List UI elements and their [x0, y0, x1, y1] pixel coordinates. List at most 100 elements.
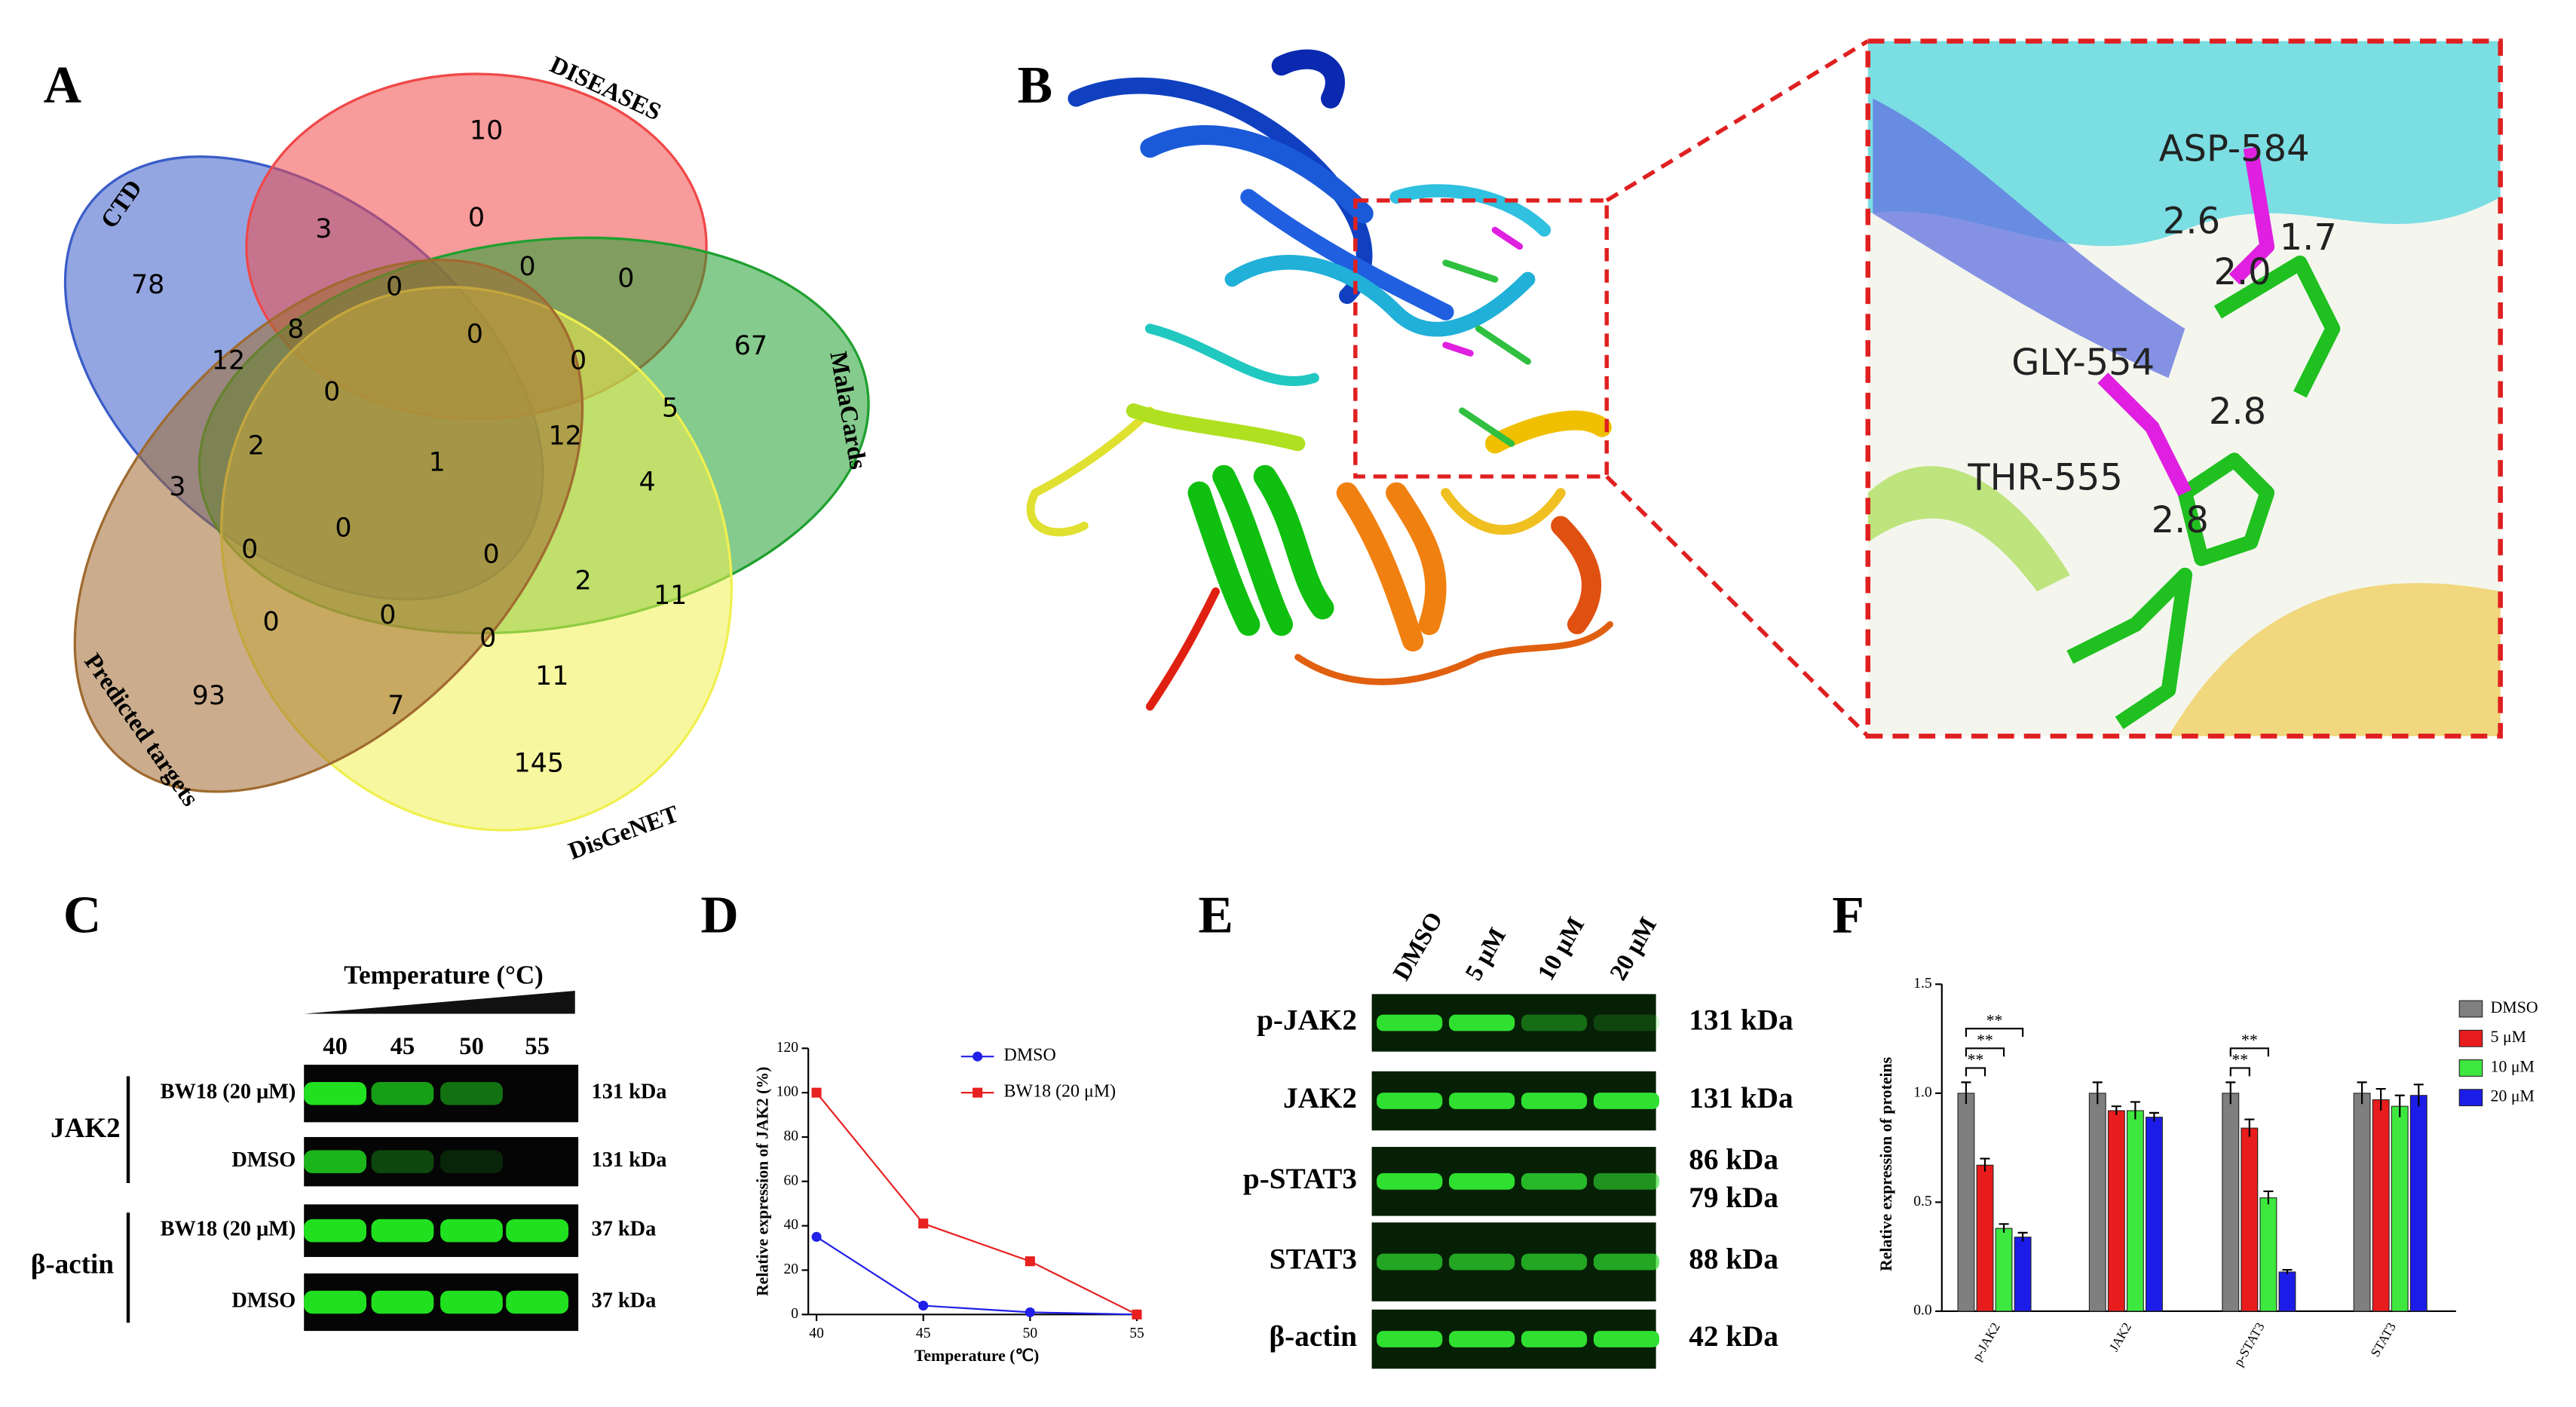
x-tick-label: 45	[916, 1326, 931, 1341]
row-label: p-JAK2	[1257, 1004, 1357, 1037]
size-label: 37 kDa	[592, 1289, 657, 1312]
bar	[2014, 1237, 2032, 1312]
blot-title: Temperature (°C)	[344, 961, 544, 990]
panel-label: E	[1198, 886, 1233, 944]
band	[440, 1081, 503, 1105]
venn-count: 1	[429, 448, 446, 478]
venn-count: 145	[514, 748, 565, 778]
venn-count: 7	[387, 691, 404, 721]
y-tick-label: 0.0	[1913, 1302, 1932, 1318]
error-bar	[2263, 1190, 2274, 1205]
venn-count: 12	[548, 421, 581, 452]
band	[1593, 1172, 1659, 1190]
y-tick-label: 40	[784, 1217, 799, 1233]
lane-label: 45	[391, 1033, 415, 1060]
legend-swatch	[2458, 1089, 2483, 1107]
venn-count: 0	[468, 203, 485, 233]
venn-count: 2	[248, 431, 265, 461]
band	[440, 1150, 503, 1173]
band	[1377, 1253, 1443, 1271]
significance-label: **	[1977, 1031, 1993, 1050]
distance-label: 1.7	[2280, 217, 2337, 259]
marker	[918, 1218, 929, 1229]
bar	[2409, 1095, 2427, 1312]
legend-label: 10 μM	[2491, 1057, 2535, 1075]
venn-count: 67	[734, 331, 767, 361]
size-label: 131 kDa	[1689, 1004, 1793, 1037]
error-bar	[1999, 1223, 2009, 1233]
venn-count: 0	[379, 600, 396, 630]
error-bar	[2394, 1094, 2405, 1117]
bar	[2353, 1093, 2371, 1312]
band	[371, 1290, 434, 1314]
venn-count: 11	[654, 581, 687, 611]
marker	[1025, 1256, 1035, 1267]
venn-count: 0	[241, 535, 258, 565]
x-tick-label: 40	[809, 1326, 824, 1341]
band	[1593, 1014, 1659, 1031]
bar	[2259, 1197, 2277, 1312]
error-bar	[2017, 1231, 2028, 1242]
size-label: 42 kDa	[1689, 1320, 1778, 1353]
band	[1377, 1093, 1443, 1109]
bar	[1957, 1093, 1975, 1312]
band	[506, 1218, 569, 1243]
venn-count: 93	[192, 681, 225, 711]
significance-label: **	[2231, 1051, 2248, 1069]
band	[371, 1081, 434, 1105]
y-tick-label: 0.5	[1913, 1194, 1932, 1209]
band	[304, 1081, 367, 1105]
error-bar	[2413, 1084, 2424, 1107]
band	[1377, 1331, 1443, 1347]
size-label: 131 kDa	[592, 1081, 667, 1104]
residue-label: GLY-554	[2011, 342, 2155, 384]
significance-label: **	[1968, 1051, 1984, 1069]
venn-count: 2	[575, 566, 592, 596]
bar	[2278, 1271, 2296, 1312]
error-bar	[2357, 1081, 2367, 1105]
y-axis-label: Relative expression of proteins	[1877, 1057, 1895, 1271]
series-line	[816, 1236, 1138, 1316]
legend-swatch	[2458, 1029, 2483, 1047]
x-tick-label: 55	[1129, 1326, 1144, 1341]
row-label: p-STAT3	[1243, 1163, 1357, 1195]
y-tick-label: 1.0	[1913, 1084, 1932, 1100]
band	[1377, 1172, 1443, 1190]
error-bar	[2244, 1118, 2255, 1137]
venn-set	[73, 259, 584, 793]
significance-bracket	[2229, 1047, 2269, 1057]
error-bar	[1980, 1157, 1990, 1172]
significance-bracket	[1965, 1028, 2024, 1038]
gradient-wedge	[304, 991, 575, 1014]
panel-label: A	[44, 57, 81, 115]
bar	[2088, 1093, 2106, 1312]
band	[1521, 1172, 1588, 1190]
band	[1593, 1093, 1659, 1109]
lane-label: 55	[525, 1033, 550, 1060]
x-tick-label: 50	[1023, 1326, 1038, 1341]
venn-count: 11	[535, 661, 568, 691]
legend-marker	[973, 1087, 983, 1098]
row-label: JAK2	[1283, 1082, 1357, 1114]
distance-label: 2.6	[2163, 201, 2220, 242]
lane-label: 40	[323, 1033, 348, 1060]
legend-label: DMSO	[2491, 998, 2538, 1016]
bar	[1976, 1164, 1994, 1312]
venn-count: 0	[570, 345, 587, 376]
y-axis-label: Relative expression of JAK2 (%)	[753, 1067, 771, 1296]
row-label: BW18 (20 μM)	[161, 1218, 296, 1241]
band	[1377, 1014, 1443, 1031]
error-bar	[2149, 1111, 2159, 1122]
y-tick-label: 120	[776, 1040, 799, 1056]
venn-count: 0	[479, 624, 496, 654]
legend-swatch	[2458, 1059, 2483, 1077]
error-bar	[2282, 1268, 2293, 1274]
band	[440, 1290, 503, 1314]
residue-label: THR-555	[1967, 457, 2123, 498]
venn-count: 0	[386, 271, 403, 302]
venn-count: 0	[263, 607, 280, 637]
error-bar	[2375, 1087, 2386, 1111]
x-axis-label: Temperature (℃)	[914, 1347, 1039, 1365]
